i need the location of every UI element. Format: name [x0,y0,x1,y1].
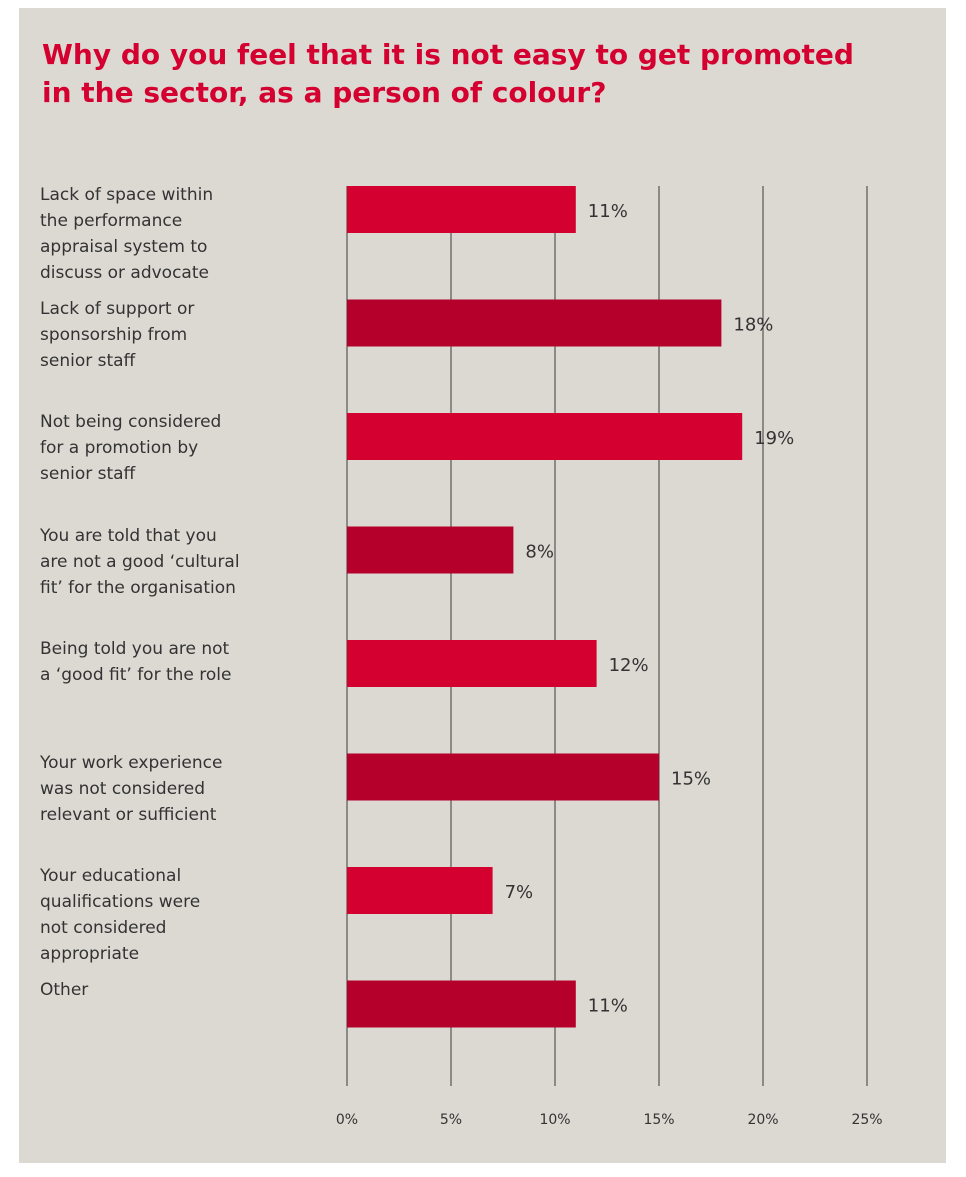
bar [347,867,493,914]
bar [347,299,722,347]
category-label: Not being considered for a promotion by … [40,412,222,484]
bar-value-label: 7% [505,882,534,903]
category-label: Your work experience was not considered … [40,752,223,825]
bar [347,640,597,687]
x-tick-label: 25% [851,1112,882,1128]
bar [347,980,576,1028]
category-label: Being told you are not a ‘good fit’ for … [40,639,232,685]
x-tick-label: 0% [336,1112,358,1128]
bar [347,413,743,460]
category-label: Lack of space within the performance app… [40,185,214,283]
bar-value-label: 11% [588,996,628,1017]
bar [347,753,659,801]
category-label: You are told that you are not a good ‘cu… [40,525,240,598]
bar-value-label: 19% [754,428,794,449]
bar [347,526,514,574]
bar [347,186,576,233]
bar-value-label: 15% [671,769,711,790]
bar-value-label: 11% [588,201,628,222]
x-tick-label: 15% [643,1112,674,1128]
bar-value-label: 8% [525,542,554,563]
x-tick-label: 20% [747,1112,778,1128]
bar-value-label: 12% [609,655,649,676]
bar-value-label: 18% [733,315,773,336]
chart-title: Why do you feel that it is not easy to g… [42,38,854,109]
x-tick-label: 10% [539,1112,570,1128]
category-label: Lack of support or sponsorship from seni… [40,298,195,371]
x-tick-label: 5% [440,1112,462,1128]
category-label: Your educational qualifications were not… [40,866,201,964]
category-label: Other [40,979,89,1000]
